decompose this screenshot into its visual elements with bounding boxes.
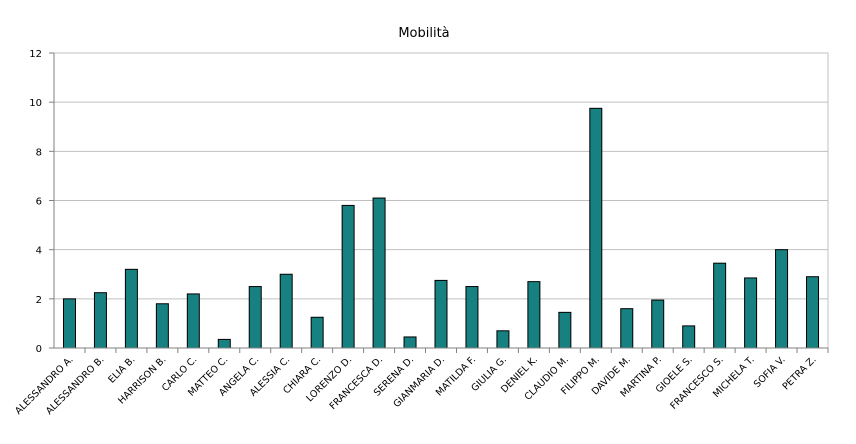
bar <box>403 336 417 349</box>
bar <box>496 330 510 349</box>
bar <box>775 249 789 349</box>
bar <box>527 281 541 349</box>
bars <box>62 107 820 349</box>
bar <box>93 292 107 349</box>
bar <box>310 316 324 349</box>
y-tick-label: 4 <box>36 246 42 257</box>
bar <box>62 298 76 349</box>
bar <box>620 308 634 349</box>
bar <box>713 262 727 349</box>
bar <box>186 293 200 349</box>
chart-title: Mobilità <box>398 26 449 41</box>
bar <box>465 286 479 349</box>
x-tick-label: ALESSANDRO B. <box>44 354 107 417</box>
bar <box>434 279 448 349</box>
x-tick-label: PETRA Z. <box>781 354 819 392</box>
x-tick-labels: ALESSANDRO A.ALESSANDRO B. ELIA B.HARRISO… <box>13 354 819 417</box>
y-tick-label: 6 <box>36 197 42 208</box>
bar <box>682 325 696 349</box>
bar <box>744 277 758 349</box>
y-tick-label: 10 <box>29 98 42 109</box>
axes <box>49 52 829 353</box>
y-tick-label: 12 <box>29 49 42 60</box>
bar <box>558 311 572 349</box>
bar <box>372 197 386 349</box>
x-tick-label: FRANCESCA D. <box>328 354 386 412</box>
bar <box>589 107 603 349</box>
bar <box>155 303 169 349</box>
y-tick-labels: 0 2 4 6 8 10 12 <box>29 49 42 355</box>
bar <box>124 268 138 349</box>
y-tick-label: 2 <box>36 295 42 306</box>
bar <box>248 286 262 349</box>
x-tick-label: FRANCESCO S. <box>668 354 725 411</box>
bar <box>279 273 293 349</box>
bar <box>651 299 665 349</box>
y-tick-label: 8 <box>36 147 42 158</box>
bar <box>217 338 231 349</box>
y-tick-label: 0 <box>36 344 42 355</box>
bar <box>341 204 355 349</box>
bar <box>806 276 820 349</box>
